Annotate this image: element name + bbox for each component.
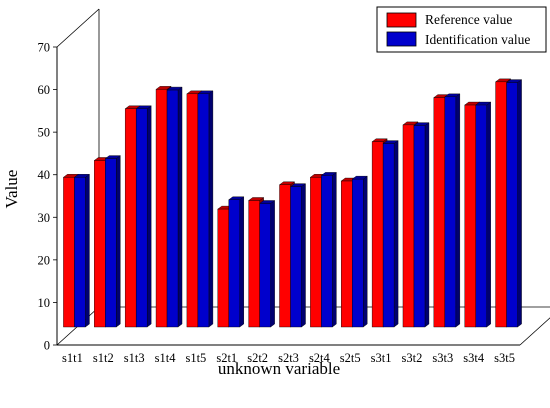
bar	[289, 183, 307, 328]
bar	[228, 196, 245, 328]
x-tick-label: s3t3	[432, 351, 453, 365]
x-tick-label: s2t2	[247, 351, 268, 365]
x-tick-label: s3t5	[494, 351, 515, 365]
x-tick-label: s1t2	[93, 351, 114, 365]
x-tick-label: s1t4	[155, 351, 177, 365]
bar	[382, 140, 399, 328]
bars	[62, 78, 523, 328]
x-tick-label: s2t3	[278, 351, 299, 365]
y-tick-label: 70	[38, 41, 51, 55]
bar	[166, 86, 183, 328]
bar	[135, 105, 152, 328]
legend-swatch-reference	[386, 12, 417, 28]
y-tick-label: 50	[38, 126, 51, 140]
bar	[259, 200, 276, 328]
y-tick-label: 10	[38, 296, 51, 310]
bar	[197, 90, 214, 328]
axes: 0 10 20 30 40 50 60 70 s1t1 s1t2 s1t3 s1t4 s1t5 s2t1 s…	[38, 41, 520, 365]
x-tick-label: s3t1	[371, 351, 392, 365]
y-tick-label: 20	[38, 253, 51, 267]
y-tick-label: 40	[38, 168, 51, 182]
x-tick-label: s1t3	[124, 351, 145, 365]
x-tick-label: s2t1	[216, 351, 237, 365]
y-tick-label: 0	[44, 339, 50, 353]
bar	[104, 155, 121, 328]
y-tick-label: 60	[38, 83, 51, 97]
y-axis-title: Value	[2, 170, 21, 209]
legend-swatch-identification	[386, 31, 417, 47]
legend-label-identification: Identification value	[425, 32, 530, 47]
x-tick-label: s3t4	[463, 351, 485, 365]
legend-label-reference: Reference value	[425, 12, 512, 27]
bar	[444, 93, 461, 328]
bar	[73, 173, 91, 328]
x-tick-label: s2t4	[309, 351, 331, 365]
x-tick-label: s2t5	[340, 351, 361, 365]
x-tick-label: s1t1	[62, 351, 83, 365]
y-tick-label: 30	[38, 211, 51, 225]
legend: Reference value Identification value	[376, 6, 547, 53]
bar	[351, 175, 368, 328]
x-tick-label: s3t2	[402, 351, 423, 365]
x-tick-label: s1t5	[185, 351, 206, 365]
bar	[475, 101, 492, 328]
bar	[320, 172, 337, 328]
bar	[413, 122, 430, 328]
bar	[505, 79, 523, 328]
x-axis-title: unknown variable	[218, 359, 340, 378]
